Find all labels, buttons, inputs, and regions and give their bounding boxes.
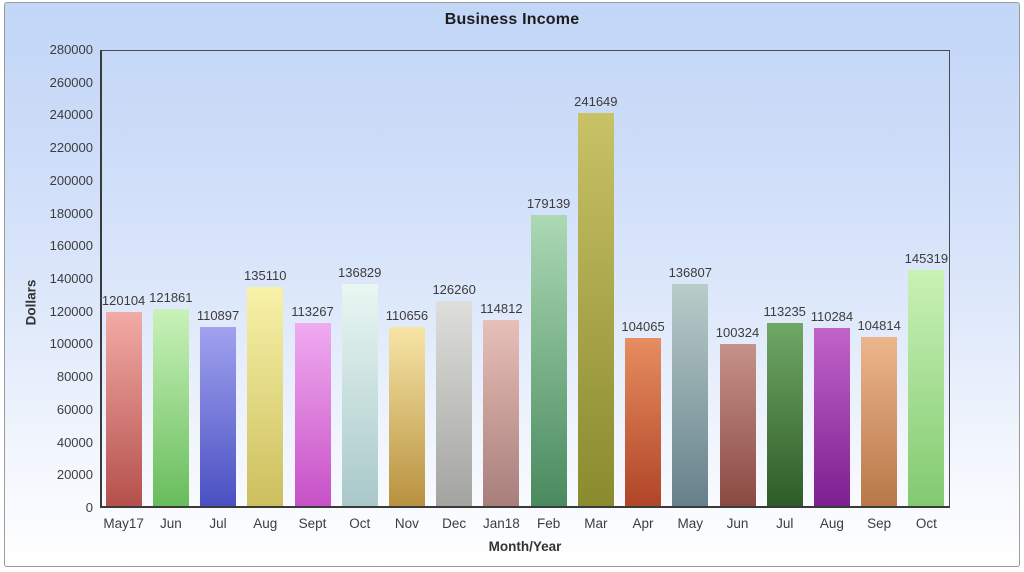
x-tick-label: Sep: [867, 516, 892, 531]
bar-sept: [294, 322, 331, 506]
x-tick-label: May: [677, 516, 704, 531]
x-tick-label: Nov: [394, 516, 419, 531]
bar-jul: [766, 322, 803, 506]
bar-value-label: 241649: [574, 93, 618, 109]
bar-value-label: 121861: [149, 289, 193, 305]
bar-value-label: 136829: [338, 265, 382, 281]
plot-area: [100, 50, 950, 508]
y-tick-label: 220000: [49, 140, 93, 156]
bar-value-label: 110284: [810, 308, 854, 324]
x-tick-label: Oct: [349, 516, 371, 531]
bar-value-label: 136807: [668, 265, 712, 281]
bar-jun: [152, 308, 189, 506]
bar-aug: [247, 286, 284, 506]
bar-value-label: 100324: [715, 324, 760, 340]
y-tick-label: 100000: [49, 336, 93, 352]
bar-feb: [530, 214, 567, 506]
bar-oct: [341, 284, 378, 506]
y-tick-label: 280000: [49, 42, 93, 57]
bar-value-label: 113267: [291, 303, 334, 319]
y-tick-label: 60000: [56, 401, 93, 417]
bar-apr: [625, 337, 662, 506]
x-tick-label: May17: [103, 516, 144, 531]
x-tick-label: Mar: [584, 516, 608, 531]
bar-jan18: [483, 320, 520, 506]
bar-value-label: 126260: [432, 282, 476, 298]
y-tick-label: 260000: [49, 74, 93, 90]
x-tick-label: Jun: [159, 516, 182, 531]
y-tick-label: 160000: [49, 238, 93, 254]
bar-sep: [861, 336, 898, 506]
bar-jul: [200, 326, 237, 506]
chart-frame: Business Income Dollars 0 20000 40000 60000…: [4, 2, 1020, 567]
bar-value-label: 104814: [857, 317, 901, 333]
bar-mar: [577, 112, 614, 506]
y-tick-label: 200000: [49, 172, 93, 188]
bar-dec: [436, 301, 473, 506]
y-tick-label: 140000: [49, 271, 93, 286]
x-tick-label: Jun: [726, 516, 749, 531]
x-tick-label: Dec: [442, 516, 467, 531]
bar-aug: [813, 327, 850, 506]
bar-value-label: 104065: [621, 318, 665, 334]
x-axis-title: Month/Year: [488, 539, 562, 554]
bar-value-label: 113235: [763, 303, 806, 319]
bar-value-label: 114812: [480, 301, 523, 317]
y-tick-label: 180000: [49, 205, 93, 221]
bar-may: [672, 284, 709, 506]
bar-value-label: 145319: [904, 251, 949, 267]
bar-oct: [908, 270, 945, 506]
x-tick-label: Aug: [819, 516, 844, 531]
x-tick-label: Jul: [209, 516, 227, 531]
bar-value-label: 179139: [526, 195, 571, 211]
bar-value-label: 120104: [101, 292, 146, 308]
bar-value-label: 110897: [196, 307, 240, 323]
y-tick-label: 240000: [49, 107, 93, 123]
bar-jun: [719, 343, 756, 506]
x-tick-label: Sept: [298, 516, 327, 531]
x-tick-label: Jan18: [482, 516, 520, 531]
y-tick-label: 20000: [56, 467, 93, 483]
x-tick-label: Apr: [632, 516, 654, 531]
x-tick-label: Jul: [776, 516, 794, 531]
bar-value-label: 110656: [385, 307, 429, 323]
y-tick-label: 80000: [56, 369, 93, 385]
y-tick-label: 40000: [56, 434, 93, 450]
x-tick-label: Feb: [536, 516, 561, 531]
bar-nov: [388, 326, 425, 506]
y-tick-label: 120000: [49, 303, 93, 319]
y-tick-label: 0: [85, 500, 93, 515]
bar-value-label: 135110: [244, 267, 287, 283]
x-tick-label: Aug: [253, 516, 278, 531]
chart-title: Business Income: [444, 11, 580, 28]
bar-may17: [105, 311, 142, 506]
x-tick-label: Oct: [915, 516, 937, 531]
